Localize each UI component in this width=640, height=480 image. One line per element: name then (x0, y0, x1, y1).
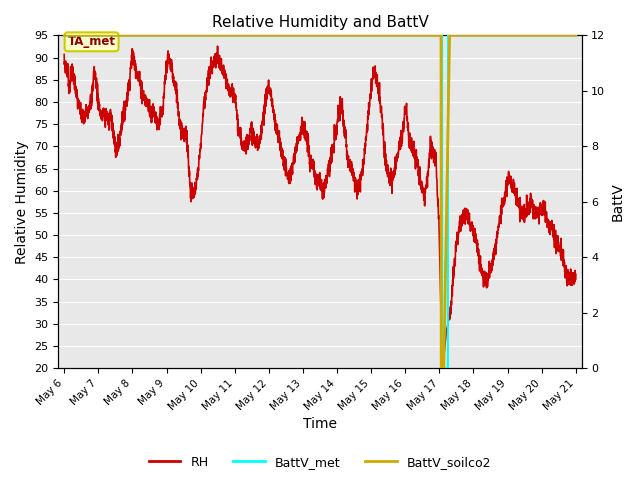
Text: TA_met: TA_met (68, 36, 116, 48)
X-axis label: Time: Time (303, 418, 337, 432)
Y-axis label: Relative Humidity: Relative Humidity (15, 140, 29, 264)
Title: Relative Humidity and BattV: Relative Humidity and BattV (212, 15, 428, 30)
Y-axis label: BattV: BattV (611, 182, 625, 221)
Legend: RH, BattV_met, BattV_soilco2: RH, BattV_met, BattV_soilco2 (144, 451, 496, 474)
